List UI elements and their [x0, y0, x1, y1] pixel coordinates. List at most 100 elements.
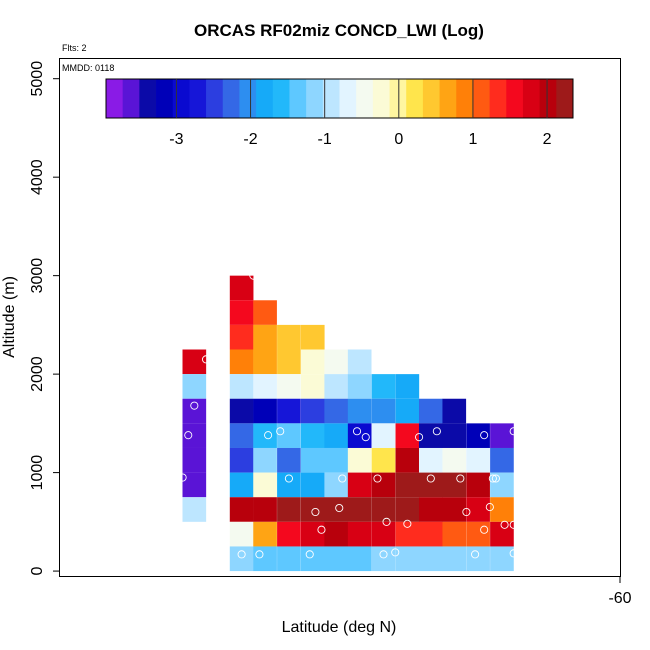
heatmap-cell [324, 374, 349, 399]
heatmap-cell [395, 398, 420, 424]
colorbar-segment [222, 79, 240, 118]
observation-marker [338, 474, 347, 483]
heatmap-cell [277, 497, 301, 522]
heatmap-cell [300, 374, 325, 399]
heatmap-cell [229, 497, 254, 522]
heatmap-cell [300, 546, 325, 572]
colorbar-segment [106, 79, 124, 118]
heatmap-cell [300, 423, 325, 448]
heatmap-cell [277, 447, 301, 473]
observation-marker [284, 474, 293, 483]
heatmap-cell [395, 374, 420, 399]
heatmap-cell [277, 472, 301, 498]
heatmap-cell [418, 398, 443, 424]
colorbar-segment [139, 79, 157, 118]
heatmap-cell [395, 472, 420, 498]
heatmap-cell [418, 423, 443, 448]
observation-marker [485, 503, 494, 512]
heatmap-cell [490, 472, 514, 498]
heatmap-cells [182, 275, 514, 572]
colorbar-segment [356, 79, 374, 118]
heatmap-cell [229, 300, 254, 325]
heatmap-cell [229, 546, 254, 572]
heatmap-cell [182, 447, 207, 473]
colorbar-segment [456, 79, 474, 118]
heatmap-cell [371, 398, 396, 424]
observation-marker [335, 503, 344, 513]
plot-frame [59, 58, 621, 577]
heatmap-cell [300, 324, 325, 350]
heatmap-cell [347, 546, 372, 572]
colorbar-segment [372, 79, 390, 118]
colorbar-segment [322, 79, 340, 118]
observation-marker [379, 550, 388, 559]
heatmap-cell [324, 423, 349, 448]
heatmap-cell [466, 447, 490, 473]
colorbar-ticks: -3 -2 -1 0 1 2 [169, 79, 552, 148]
heatmap-cell [347, 349, 372, 375]
heatmap-cell [324, 521, 349, 547]
colorbar-segment [272, 79, 290, 118]
heatmap-cell [418, 497, 443, 522]
colorbar-frame [105, 78, 574, 119]
heatmap-cell [229, 324, 254, 350]
heatmap-cell [182, 497, 207, 522]
observation-marker [456, 474, 465, 483]
heatmap-cell [442, 423, 467, 448]
heatmap-cell [466, 472, 490, 498]
heatmap-cell [418, 521, 443, 547]
heatmap-cell [300, 398, 325, 424]
heatmap-cell [442, 521, 467, 547]
heatmap-cell [277, 521, 301, 547]
heatmap-cell [442, 546, 467, 572]
observation-marker [509, 520, 518, 529]
heatmap-cell [253, 447, 277, 473]
heatmap-cell [253, 472, 277, 498]
heatmap-cell [442, 497, 467, 522]
heatmap-cell [347, 447, 372, 473]
heatmap-cell [490, 497, 514, 522]
heatmap-cell [395, 497, 420, 522]
heatmap-cell [229, 374, 254, 399]
colorbar-segment [506, 79, 524, 118]
observation-marker [305, 550, 314, 559]
observation-marker [509, 549, 518, 558]
colorbar-segment [289, 79, 307, 118]
heatmap-cell [277, 349, 301, 375]
observation-marker [491, 474, 500, 483]
colorbar-tick-label: -3 [169, 131, 183, 148]
heatmap-cell [418, 546, 443, 572]
observation-marker [462, 507, 471, 517]
heatmap-cell [253, 521, 277, 547]
heatmap-cell [490, 423, 514, 448]
observation-marker [382, 517, 391, 526]
heatmap-cell [371, 472, 396, 498]
observation-marker [184, 431, 193, 440]
heatmap-cell [371, 423, 396, 448]
heatmap-cell [229, 275, 254, 301]
observation-marker [480, 525, 489, 534]
x-axis-label: Latitude (deg N) [282, 619, 397, 636]
colorbar-tick-label: -1 [318, 131, 332, 148]
colorbar-segment [239, 79, 257, 118]
observation-marker [432, 427, 441, 436]
heatmap-cell [442, 447, 467, 473]
colorbar-segment [406, 79, 424, 118]
heatmap-cell [324, 472, 349, 498]
heatmap-cell [324, 546, 349, 572]
heatmap-cell [253, 497, 277, 522]
colorbar-segment [206, 79, 224, 118]
heatmap-cell [253, 324, 277, 350]
observation-marker [373, 474, 382, 483]
flights-annotation: Flts: 2 [62, 43, 87, 53]
observation-marker [249, 271, 258, 280]
heatmap-cell [418, 472, 443, 498]
observation-marker [255, 550, 264, 559]
heatmap-cell [277, 324, 301, 350]
colorbar-segment [556, 79, 574, 118]
heatmap-cell [371, 447, 396, 473]
colorbar-segment [539, 79, 557, 118]
heatmap-cell [300, 521, 325, 547]
heatmap-cell [395, 521, 420, 547]
heatmap-cell [229, 423, 254, 448]
